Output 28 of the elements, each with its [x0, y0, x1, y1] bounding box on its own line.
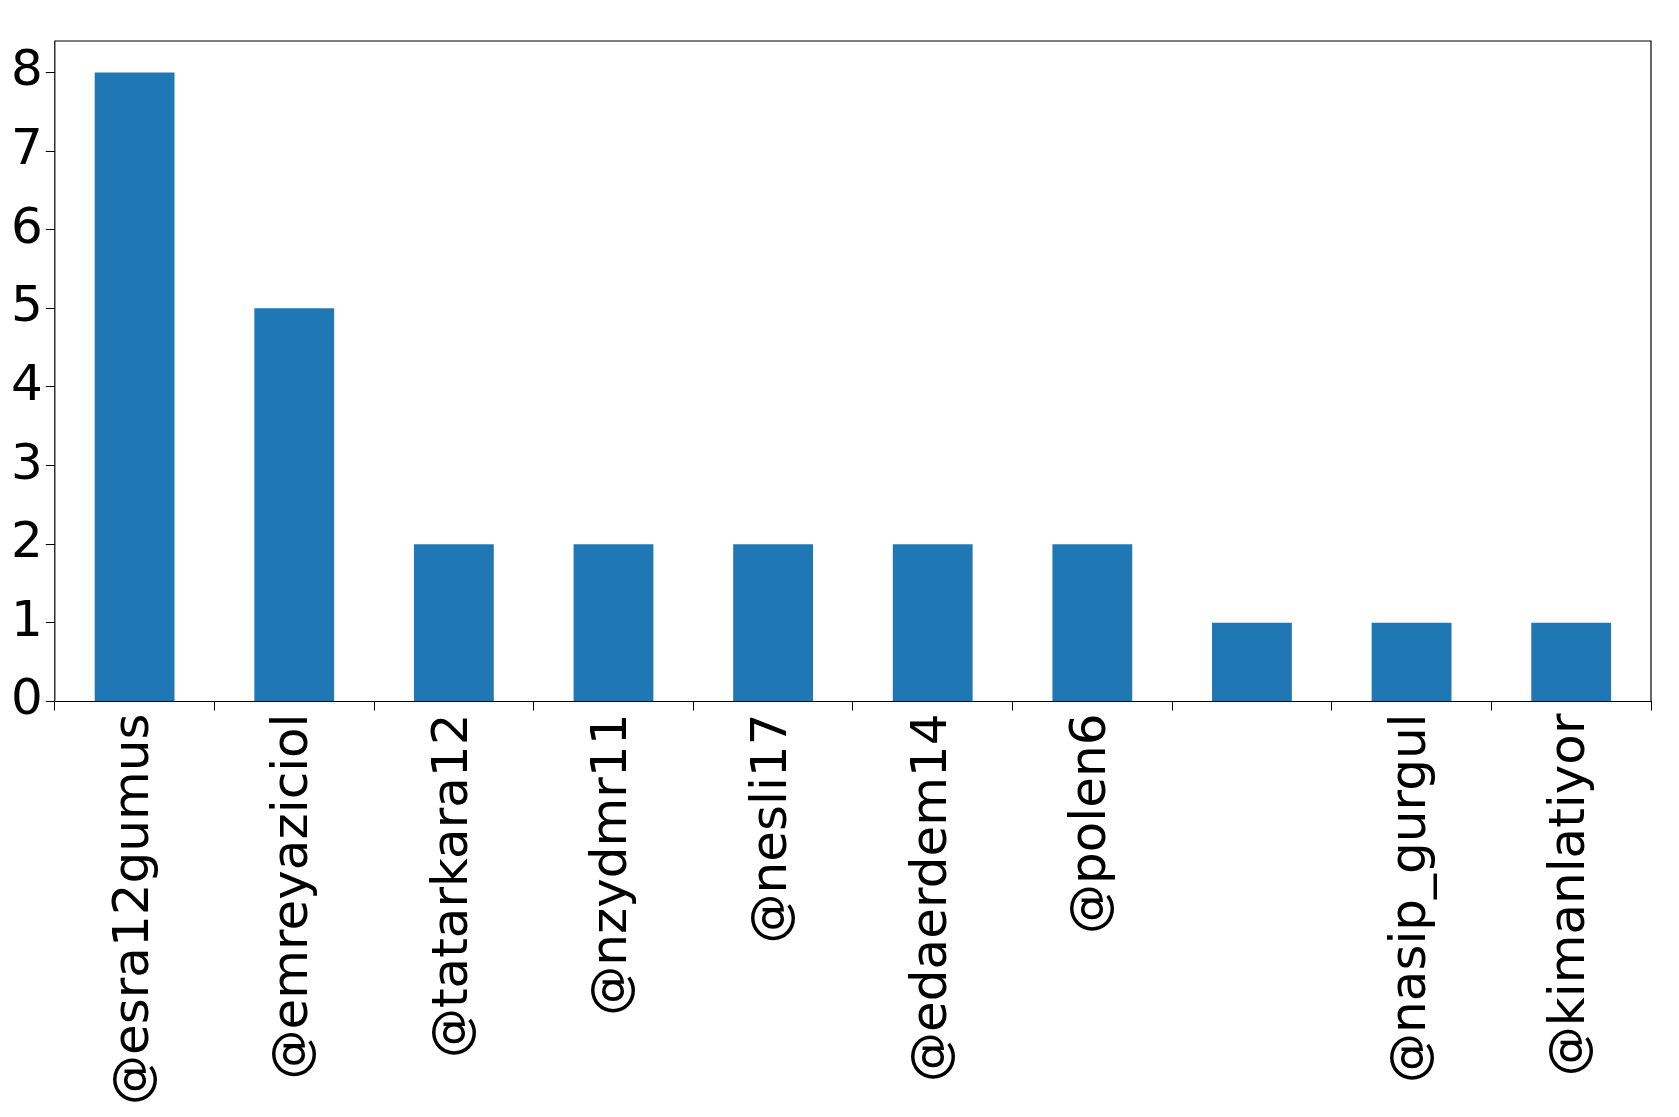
y-tick-label: 8 [11, 39, 43, 98]
bar [1371, 622, 1452, 701]
x-tick-label: @emreyaziciol [261, 713, 320, 1080]
y-tick-label: 3 [11, 432, 43, 491]
x-tick-label: @kimanlatiyor [1538, 713, 1597, 1077]
y-tick-label: 2 [11, 511, 43, 570]
bar [1212, 622, 1292, 701]
bar [733, 544, 813, 701]
x-tick-label: @tatarkara12 [420, 713, 479, 1059]
y-tick-label: 0 [11, 668, 43, 727]
bar [573, 544, 654, 701]
bar [254, 308, 335, 701]
y-tick-label: 7 [11, 118, 43, 177]
bar [94, 72, 175, 701]
bar [1052, 544, 1133, 701]
x-tick-label: @nasip_gurgul [1378, 713, 1437, 1083]
bar [413, 544, 494, 701]
y-tick-label: 4 [11, 353, 43, 412]
x-tick-label: @nzydmr11 [580, 713, 639, 1016]
x-tick-label: @polen6 [1059, 713, 1118, 934]
x-tick-label: @edaerdem14 [899, 713, 958, 1082]
bar [892, 544, 973, 701]
bar [1531, 622, 1612, 701]
y-tick-label: 6 [11, 196, 43, 255]
y-tick-label: 5 [11, 275, 43, 334]
x-tick-label: @nesli17 [740, 713, 799, 944]
x-tick-label: @esra12gumus [101, 713, 160, 1106]
y-tick-label: 1 [11, 589, 43, 648]
